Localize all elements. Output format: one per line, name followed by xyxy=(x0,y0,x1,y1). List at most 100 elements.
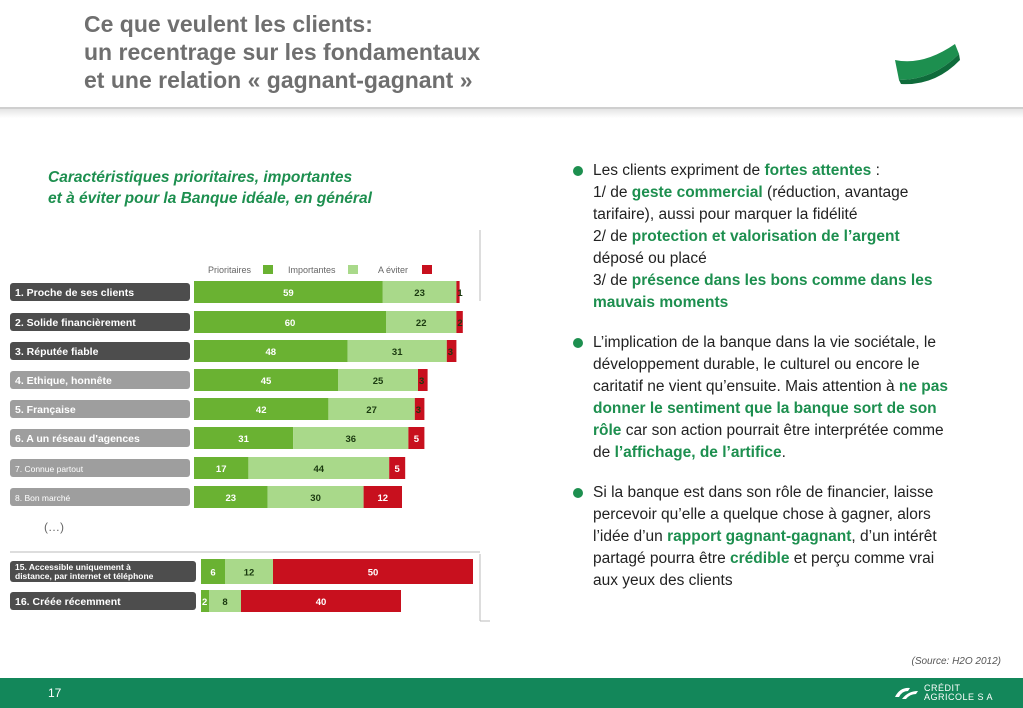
bullet-item: Si la banque est dans son rôle de financ… xyxy=(573,482,1018,592)
bullet-text: , d’un intérêt xyxy=(851,528,937,545)
highlighted-text: protection et valorisation de l’argent xyxy=(631,228,900,245)
bullet-line: l’idée d’un rapport gagnant-gagnant, d’u… xyxy=(593,526,1018,548)
category-label-box xyxy=(10,592,196,610)
bar-segment xyxy=(194,486,268,508)
subtitle-line-2: et à éviter pour la Banque idéale, en gé… xyxy=(48,190,372,207)
bar-segment xyxy=(446,340,457,362)
bullet-text: Si la banque est dans son rôle de financ… xyxy=(593,484,934,501)
data-label: 23 xyxy=(414,288,425,299)
bullet-line: Les clients expriment de fortes attentes… xyxy=(593,160,1018,182)
category-label: 3. Réputée fiable xyxy=(15,346,99,358)
category-label: 16. Créée récemment xyxy=(15,596,121,608)
title-line-3: et une relation « gagnant-gagnant » xyxy=(84,67,473,93)
highlighted-text: crédible xyxy=(730,550,790,567)
footer-bar: 17 CRÉDIT AGRICOLE S A xyxy=(0,678,1023,708)
category-label-box xyxy=(10,561,196,582)
data-label: 50 xyxy=(368,568,379,579)
credit-agricole-mark-icon xyxy=(895,687,918,699)
bullet-line: tarifaire), aussi pour marquer la fidéli… xyxy=(593,204,1018,226)
bullet-text: développement durable, le culturel ou en… xyxy=(593,356,920,373)
data-label: 60 xyxy=(285,318,296,329)
chart-row: 7. Connue partout 17 44 5 xyxy=(10,457,406,479)
data-label: 31 xyxy=(392,347,403,358)
stacked-bar-chart: Prioritaires Importantes A éviter 1. Proche… xyxy=(10,230,490,622)
chart-row: 2. Solide financièrement 60 22 2 xyxy=(10,311,463,333)
title-line-2: un recentrage sur les fondamentaux xyxy=(84,39,481,65)
data-label: 44 xyxy=(314,464,325,475)
bar-segment xyxy=(241,590,401,612)
bullet-line: caritatif ne vient qu’ensuite. Mais atte… xyxy=(593,376,1018,398)
bullet-line: 3/ de présence dans les bons comme dans … xyxy=(593,270,1018,292)
chart-subtitle: Caractéristiques prioritaires, important… xyxy=(48,167,448,209)
chart-row: 16. Créée récemment 2 8 40 xyxy=(10,590,401,612)
highlighted-text: l’affichage, de l’artifice xyxy=(614,444,782,461)
bullet-text: percevoir qu’elle a quelque chose à gagn… xyxy=(593,506,931,523)
bullet-line: rôle car son action pourrait être interp… xyxy=(593,420,1018,442)
data-label: 12 xyxy=(378,493,389,504)
data-label: 31 xyxy=(238,434,249,445)
data-label: 2 xyxy=(457,318,462,329)
data-label: 3 xyxy=(416,405,421,416)
bullet-text: Les clients expriment de xyxy=(593,162,765,179)
category-label: 1. Proche de ses clients xyxy=(15,287,134,299)
bar-segment xyxy=(293,427,409,449)
bar-segment xyxy=(418,369,428,391)
highlighted-text: ne pas xyxy=(898,378,948,395)
bar-segment xyxy=(273,559,473,584)
data-label: 5 xyxy=(395,464,401,475)
bullet-line: partagé pourra être crédible et perçu co… xyxy=(593,548,1018,570)
bar-segment xyxy=(347,340,447,362)
title-line-1: Ce que veulent les clients: xyxy=(84,11,373,37)
bar-segment xyxy=(194,369,338,391)
data-label: 1 xyxy=(457,288,463,299)
header-shadow xyxy=(0,108,1023,118)
bar-segment xyxy=(194,281,383,303)
bar-segment xyxy=(363,486,402,508)
bullet-line: aux yeux des clients xyxy=(593,570,1018,592)
bullet-text: . xyxy=(781,444,786,461)
data-label: 22 xyxy=(416,318,427,329)
category-label: distance, par internet et téléphone xyxy=(15,571,154,581)
bar-segment xyxy=(338,369,418,391)
bar-segment xyxy=(408,427,425,449)
bullet-line: Si la banque est dans son rôle de financ… xyxy=(593,482,1018,504)
chart-row: 3. Réputée fiable 48 31 3 xyxy=(10,340,457,362)
category-label-box xyxy=(10,371,190,389)
bullet-text: l’idée d’un xyxy=(593,528,668,545)
bullet-line: de l’affichage, de l’artifice. xyxy=(593,442,1018,464)
page-title: Ce que veulent les clients: un recentrag… xyxy=(84,10,644,94)
data-label: 3 xyxy=(448,347,453,358)
gap-indicator: (…) xyxy=(44,520,64,534)
bullet-text: : xyxy=(871,162,880,179)
bullet-text: 2/ de xyxy=(593,228,632,245)
brand-text: CRÉDIT AGRICOLE S A xyxy=(924,684,993,702)
bullet-text: car son action pourrait être interprétée… xyxy=(621,422,944,439)
bullet-item: Les clients expriment de fortes attentes… xyxy=(573,160,1018,314)
bullet-text: et perçu comme vrai xyxy=(789,550,935,567)
bar-segment xyxy=(328,398,415,420)
bullet-line: déposé ou placé xyxy=(593,248,1018,270)
bullet-text: (réduction, avantage xyxy=(762,184,909,201)
bullet-line: percevoir qu’elle a quelque chose à gagn… xyxy=(593,504,1018,526)
bullet-line: 1/ de geste commercial (réduction, avant… xyxy=(593,182,1018,204)
legend-swatch xyxy=(263,265,273,274)
highlighted-text: mauvais moments xyxy=(593,294,729,311)
brand-line-2: AGRICOLE S A xyxy=(924,692,994,702)
header-band xyxy=(0,0,1023,116)
bar-segment xyxy=(194,427,294,449)
bar-segment xyxy=(194,398,329,420)
data-label: 8 xyxy=(222,597,227,608)
bar-segment xyxy=(225,559,273,584)
bullet-item: L’implication de la banque dans la vie s… xyxy=(573,332,1018,464)
bar-segment xyxy=(248,457,390,479)
bar-segment xyxy=(267,486,364,508)
data-label: 30 xyxy=(310,493,321,504)
category-label-box xyxy=(10,313,190,331)
highlighted-text: rapport gagnant-gagnant xyxy=(667,528,852,545)
bar-segment xyxy=(194,340,348,362)
bar-segment xyxy=(414,398,425,420)
legend-swatch xyxy=(348,265,358,274)
bar-segment xyxy=(209,590,241,612)
brand-line-1: CRÉDIT xyxy=(924,683,961,693)
